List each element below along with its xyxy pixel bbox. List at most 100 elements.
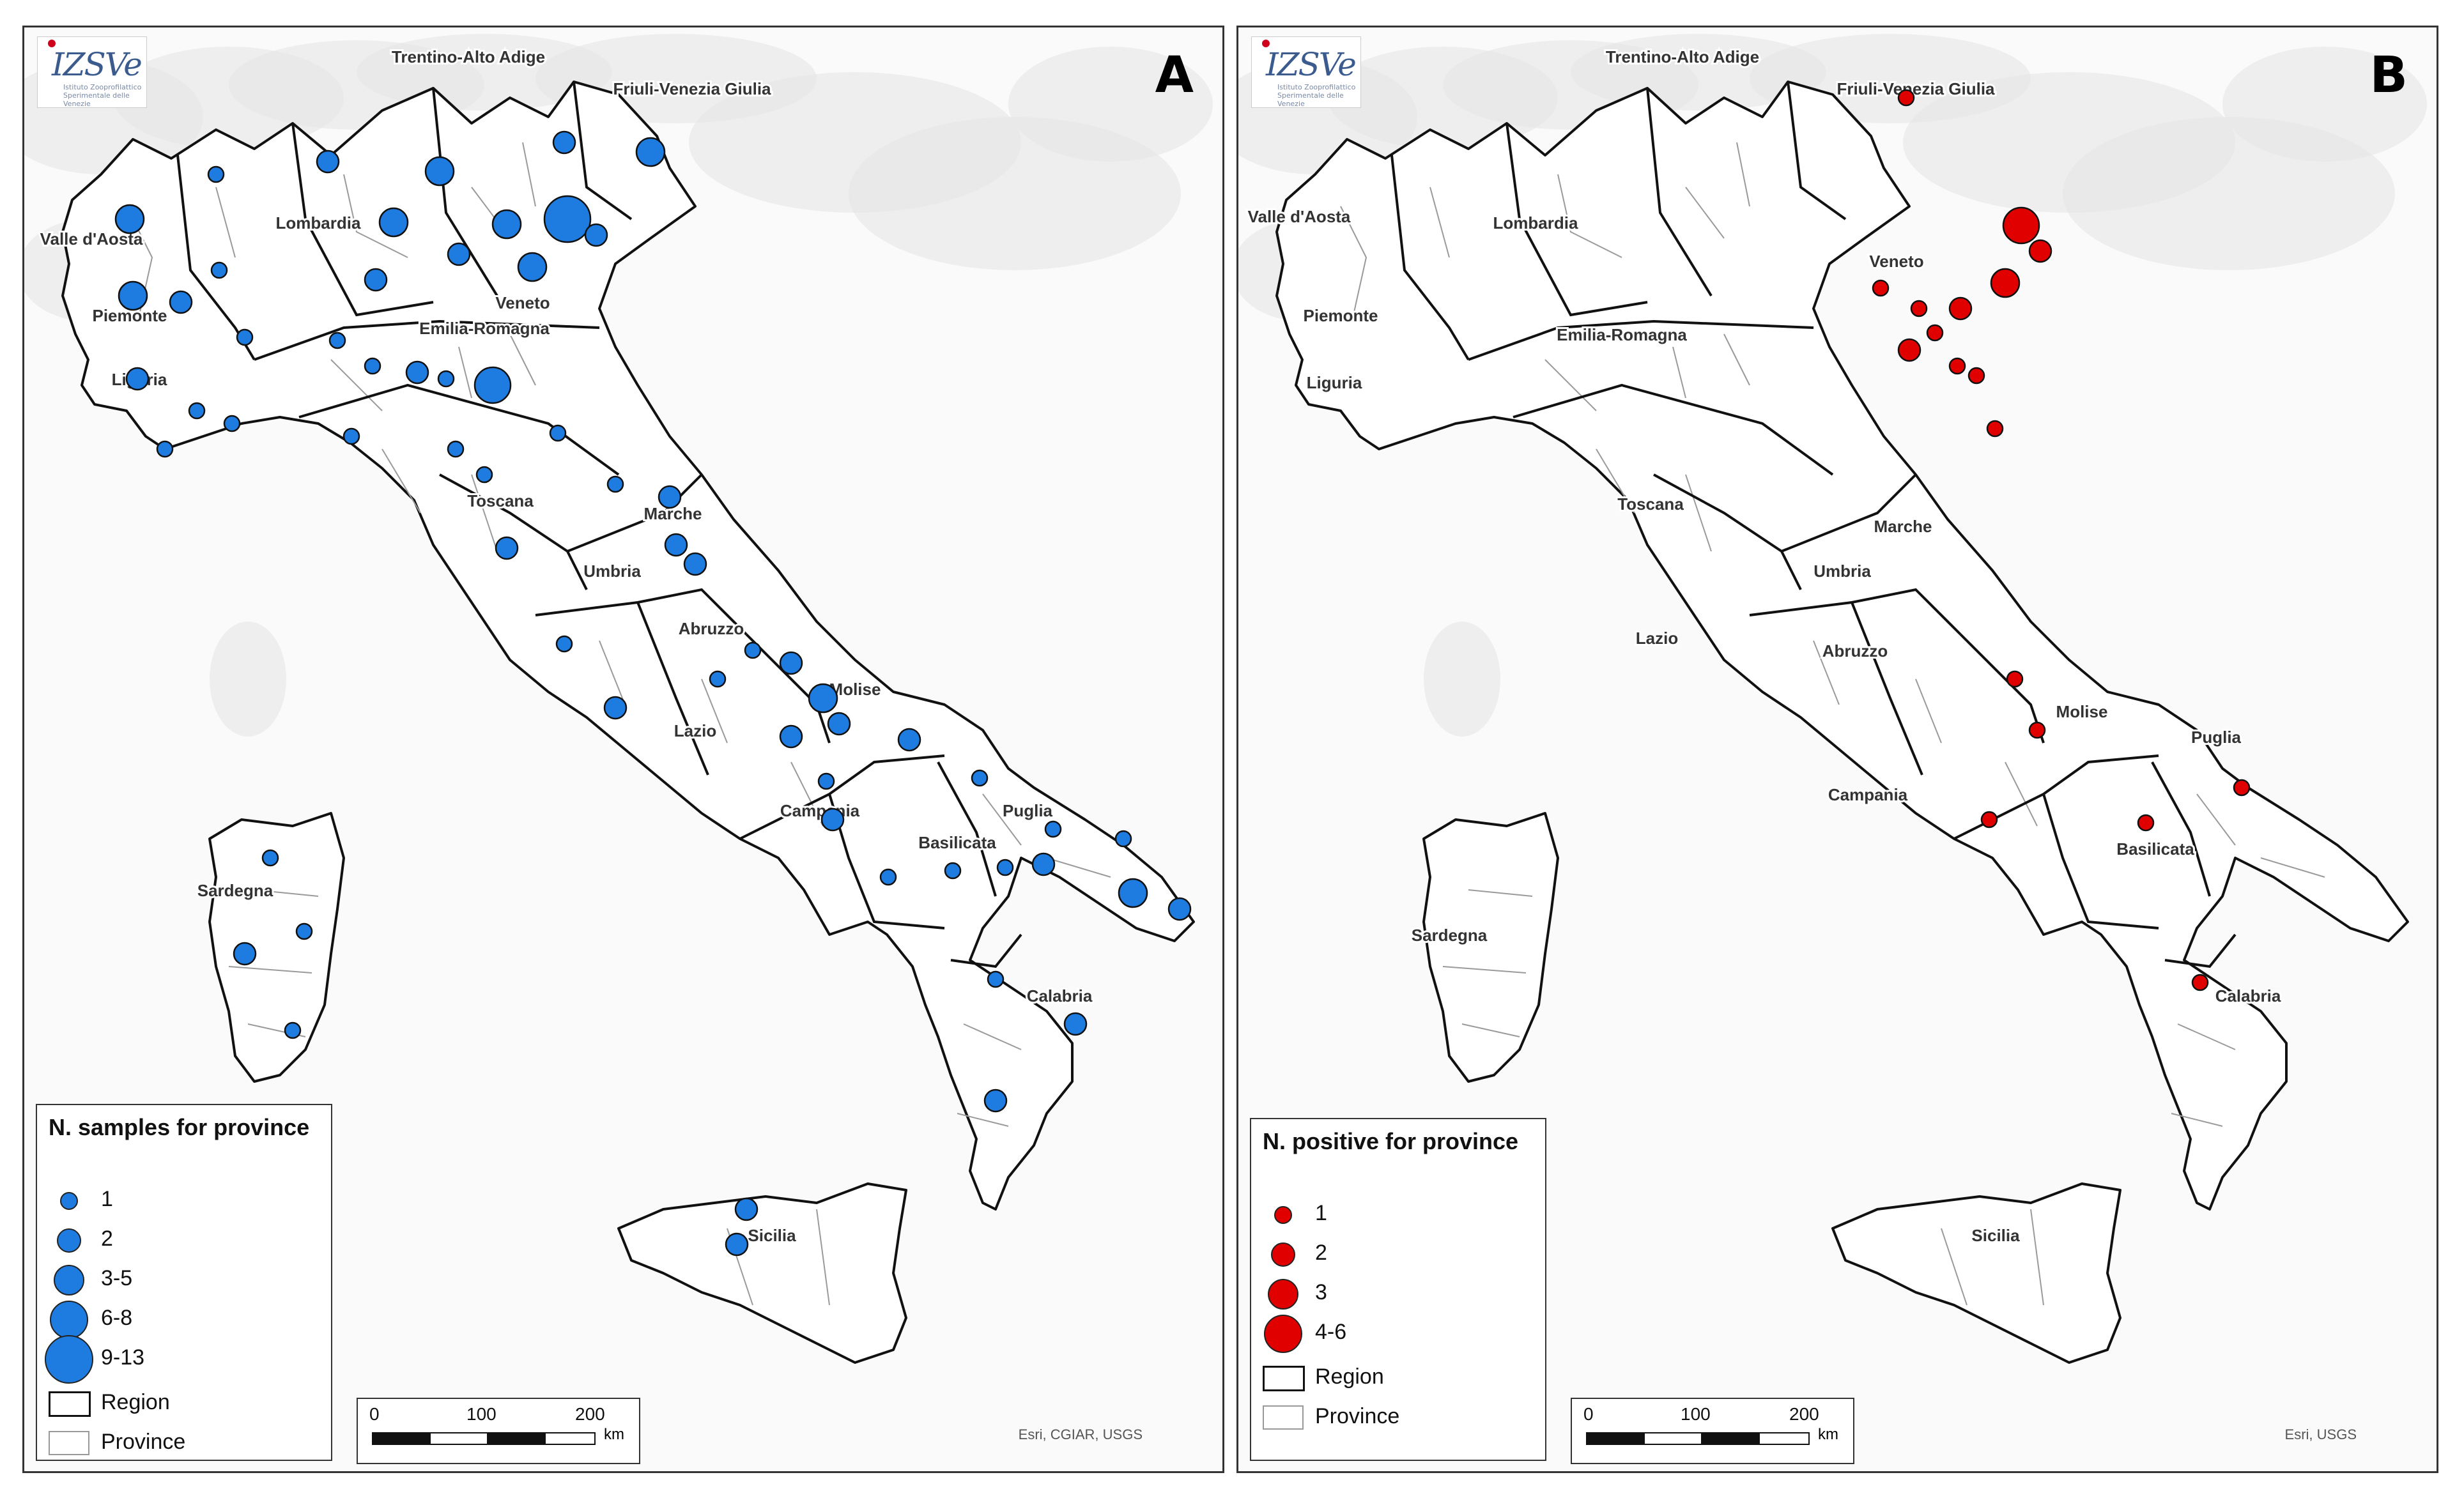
province-point [233, 942, 257, 966]
legend-region-label: Region [1315, 1364, 1384, 1389]
region-label: Abruzzo [1822, 641, 1888, 661]
province-point [606, 475, 624, 493]
logo-subtitle: Istituto Zooprofilattico Sperimentale de… [63, 83, 142, 108]
province-point [223, 415, 241, 432]
legend-class-item: 3 [1251, 1275, 1532, 1313]
legend-class-label: 1 [1315, 1201, 1327, 1225]
province-point [552, 130, 576, 155]
region-label: Sicilia [1971, 1226, 2020, 1245]
province-point [734, 1197, 758, 1221]
province-point [261, 849, 279, 867]
region-labels: Trentino-Alto Adige Friuli-Venezia Giulia… [38, 45, 1095, 1247]
province-point [971, 769, 989, 787]
province-point [879, 868, 897, 886]
region-label: Campania [1828, 785, 1908, 804]
attribution: Esri, CGIAR, USGS [1018, 1426, 1143, 1442]
legend-province-label: Province [1315, 1404, 1400, 1428]
province-point [996, 859, 1014, 876]
legend-region-swatch [49, 1391, 91, 1417]
province-point [2002, 206, 2040, 245]
province-point [491, 209, 522, 240]
province-point [1897, 338, 1921, 362]
scale-bar: 0 100 200 km [1571, 1398, 1854, 1464]
izsve-logo: IZSVe Istituto Zooprofilattico Sperimenta… [37, 36, 147, 108]
region-label: Molise [2056, 702, 2108, 721]
region-label: Lazio [1636, 629, 1678, 648]
province-point [1118, 878, 1148, 908]
province-point [1872, 279, 1890, 297]
province-point [188, 402, 206, 420]
province-point [1980, 811, 1998, 829]
legend-title: N. positive for province [1263, 1128, 1519, 1154]
province-point [808, 683, 838, 714]
province-point [1986, 420, 2004, 438]
panel-letter: A [1155, 47, 1194, 104]
sample-points [114, 130, 1192, 1257]
legend-class-label: 9-13 [101, 1345, 145, 1370]
region-label: Sicilia [748, 1226, 796, 1245]
region-label: Lombardia [1493, 213, 1578, 233]
region-label: Valle d'Aosta [1248, 207, 1351, 226]
map-panel-a: Trentino-Alto Adige Friuli-Venezia Giulia… [22, 26, 1224, 1473]
scale-tick-100: 100 [466, 1404, 497, 1424]
province-point [1063, 1012, 1088, 1036]
province-point [2028, 721, 2046, 739]
province-point [549, 424, 567, 442]
region-label: Abruzzo [679, 619, 744, 638]
province-point [1910, 300, 1928, 317]
legend-class-label: 4-6 [1315, 1320, 1347, 1344]
region-label: Umbria [583, 562, 641, 581]
region-label: Puglia [1003, 801, 1053, 820]
province-point [779, 651, 803, 675]
province-point [447, 242, 471, 266]
province-point [2028, 239, 2052, 263]
panel-letter: B [2369, 47, 2408, 104]
province-point [378, 207, 409, 238]
legend-symbol [45, 1335, 93, 1384]
province-point [658, 485, 682, 509]
province-point [474, 366, 512, 404]
province-point [779, 724, 803, 749]
legend-symbol [50, 1301, 88, 1339]
region-label: Calabria [1027, 986, 1093, 1005]
region-label: Trentino-Alto Adige [1606, 47, 1759, 66]
legend-province-swatch [1263, 1405, 1304, 1430]
region-label: Sardegna [197, 881, 273, 900]
province-point [437, 370, 455, 388]
province-point [983, 1089, 1008, 1113]
legend-region-label: Region [101, 1390, 170, 1414]
scale-unit: km [604, 1426, 624, 1443]
province-point [447, 440, 465, 458]
province-point [156, 440, 174, 458]
legend-class-label: 3 [1315, 1280, 1327, 1304]
province-point [603, 696, 628, 720]
legend-b: N. positive for province 1 2 3 4-6 Region Pro… [1250, 1118, 1546, 1461]
italy-landmass [61, 80, 1195, 1364]
province-point [1990, 268, 2021, 298]
logo-mark: IZSVe [52, 46, 142, 83]
legend-class-item: 1 [1251, 1196, 1532, 1234]
legend-class-item: 2 [1251, 1235, 1532, 1274]
legend-title: N. samples for province [49, 1114, 310, 1140]
legend-symbol [1274, 1206, 1292, 1224]
region-label: Basilicata [2116, 839, 2194, 859]
legend-class-label: 1 [101, 1187, 113, 1211]
province-point [987, 970, 1005, 988]
province-point [2233, 779, 2251, 797]
province-point [210, 261, 228, 279]
legend-symbol [60, 1192, 78, 1210]
region-label: Veneto [1869, 252, 1923, 271]
region-label: Puglia [2191, 728, 2242, 747]
region-label: Emilia-Romagna [1557, 325, 1687, 344]
scale-bar: 0 100 200 km [357, 1398, 640, 1464]
province-point [944, 862, 962, 880]
region-label: Lazio [674, 721, 716, 740]
province-point [1114, 830, 1132, 848]
province-point [1897, 89, 1915, 107]
province-point [817, 772, 835, 790]
legend-region-swatch [1263, 1366, 1305, 1391]
legend-province-label: Province [101, 1430, 186, 1454]
map-a-svg: Trentino-Alto Adige Friuli-Venezia Giulia… [24, 34, 1213, 1364]
province-point [517, 252, 548, 282]
legend-symbol [1268, 1279, 1298, 1310]
